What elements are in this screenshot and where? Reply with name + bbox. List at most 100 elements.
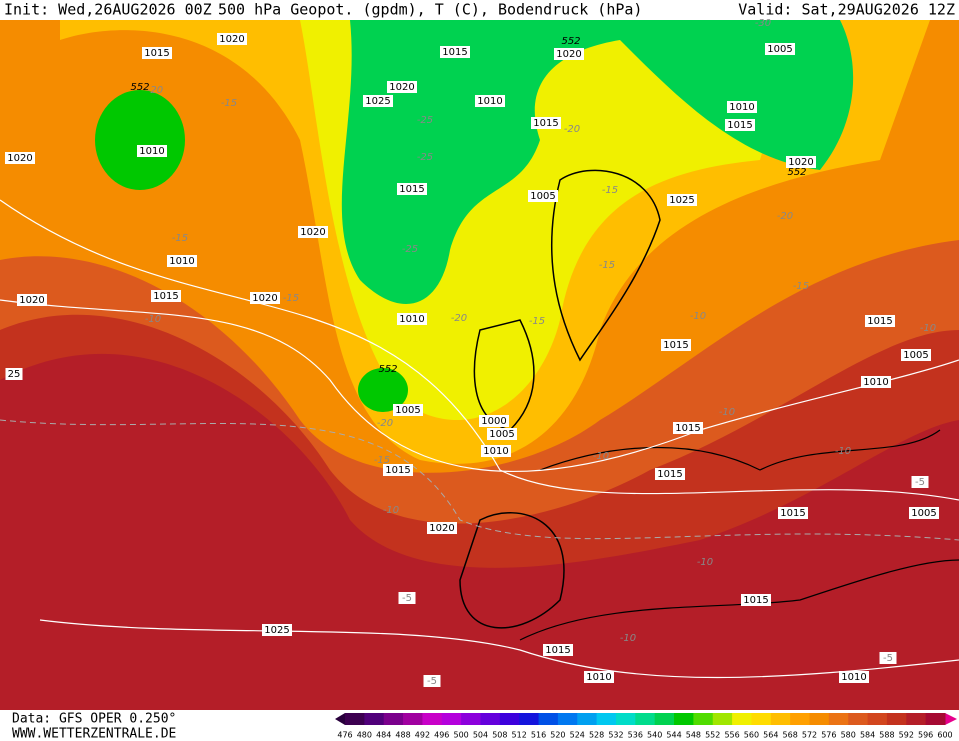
temperature-label: -20	[451, 313, 467, 324]
pressure-label: 1010	[483, 446, 508, 457]
pressure-label: 1010	[586, 672, 611, 683]
pressure-label: 1015	[385, 465, 410, 476]
pressure-label: 1025	[669, 195, 694, 206]
temperature-label: -15	[602, 185, 618, 196]
colorbar-label: 496	[434, 731, 449, 740]
pressure-label: 1005	[767, 44, 792, 55]
colorbar-label: 568	[783, 731, 798, 740]
label-box	[861, 376, 891, 388]
temperature-label: -15	[221, 98, 237, 109]
label-box	[765, 43, 795, 55]
temperature-label: -10	[719, 407, 735, 418]
label-box	[839, 671, 869, 683]
temperature-label: -5	[883, 653, 893, 664]
pressure-label: 1020	[7, 153, 32, 164]
geopotential-label: 552	[378, 364, 397, 375]
label-box	[262, 624, 292, 636]
valid-time: Valid: Sat,29AUG2026 12Z	[738, 1, 955, 19]
label-box	[543, 644, 573, 656]
label-box	[879, 652, 897, 664]
colorbar-label: 484	[376, 731, 391, 740]
isobar	[0, 199, 959, 501]
isobar	[0, 299, 959, 472]
temperature-label: -25	[402, 244, 418, 255]
colorbar-swatch	[886, 713, 907, 725]
temperature-label: -10	[835, 446, 851, 457]
colorbar-label: 572	[802, 731, 817, 740]
temperature-label: -15	[172, 233, 188, 244]
map-labels: 1015102010155521020-301005-20552-1510201…	[5, 18, 939, 687]
label-box	[5, 368, 23, 380]
colorbar-swatch	[441, 713, 462, 725]
map	[0, 20, 959, 710]
low-iceland	[95, 90, 185, 190]
colorbar-swatch	[770, 713, 791, 725]
colorbar-swatch	[364, 713, 385, 725]
label-box	[427, 522, 457, 534]
temperature-label: -10	[620, 633, 636, 644]
colorbar-label: 556	[724, 731, 739, 740]
coastline-europe	[539, 429, 941, 471]
pressure-label: 1005	[911, 508, 936, 519]
geopotential-label: 552	[561, 36, 580, 47]
label-box	[531, 117, 561, 129]
colorbar-swatch	[828, 713, 849, 725]
pressure-label: 1010	[841, 672, 866, 683]
pressure-label: 1015	[867, 316, 892, 327]
colorbar-label: 600	[937, 731, 952, 740]
temperature-label: -20	[147, 85, 163, 96]
pressure-label: 1020	[300, 227, 325, 238]
colorbar-label: 480	[357, 731, 372, 740]
pressure-label: 1005	[395, 405, 420, 416]
pressure-label: 1015	[144, 48, 169, 59]
label-box	[137, 145, 167, 157]
colorbar-label: 516	[531, 731, 546, 740]
colorbar-label: 552	[705, 731, 720, 740]
coastline-iberia	[459, 512, 565, 629]
label-box	[487, 428, 517, 440]
colorbar-swatch	[732, 713, 752, 725]
label-box	[5, 152, 35, 164]
label-box	[481, 445, 511, 457]
colorbar-label: 520	[550, 731, 565, 740]
label-box	[217, 33, 247, 45]
label-box	[142, 47, 172, 59]
pressure-label: 1010	[863, 377, 888, 388]
colorbar-label: 500	[453, 731, 468, 740]
colorbar-label: 492	[415, 731, 430, 740]
pressure-label: 1000	[481, 416, 506, 427]
geopotential-label: 552	[787, 167, 806, 178]
label-box	[383, 464, 413, 476]
label-box	[528, 190, 558, 202]
colorbar-label: 576	[821, 731, 836, 740]
colorbar-swatch	[712, 713, 733, 725]
pressure-label: 1020	[429, 523, 454, 534]
pressure-label: 1015	[727, 120, 752, 131]
pressure-label: 1010	[477, 96, 502, 107]
colorbar-swatch	[751, 713, 772, 725]
label-box	[17, 294, 47, 306]
label-box	[584, 671, 614, 683]
label-box	[865, 315, 895, 327]
label-box	[778, 507, 808, 519]
colorbar-label: 528	[589, 731, 604, 740]
label-box	[655, 468, 685, 480]
pressure-label: 1010	[169, 256, 194, 267]
temperature-label: -15	[374, 455, 390, 466]
colorbar-swatch	[867, 713, 888, 725]
label-box	[725, 119, 755, 131]
colorbar-swatch	[538, 713, 559, 725]
temperature-label: -20	[377, 418, 393, 429]
colorbar-swatch	[925, 713, 946, 725]
temperature-label: -25	[417, 115, 433, 126]
pressure-label: 1015	[663, 340, 688, 351]
colorbar-swatch	[480, 713, 501, 725]
pressure-label: 1020	[19, 295, 44, 306]
colorbar-swatch	[693, 713, 714, 725]
pressure-label: 1015	[675, 423, 700, 434]
isotherm	[0, 419, 959, 541]
label-box	[475, 95, 505, 107]
colorbar-swatch	[635, 713, 656, 725]
temperature-label: -15	[283, 293, 299, 304]
temperature-label: -30	[755, 18, 771, 29]
